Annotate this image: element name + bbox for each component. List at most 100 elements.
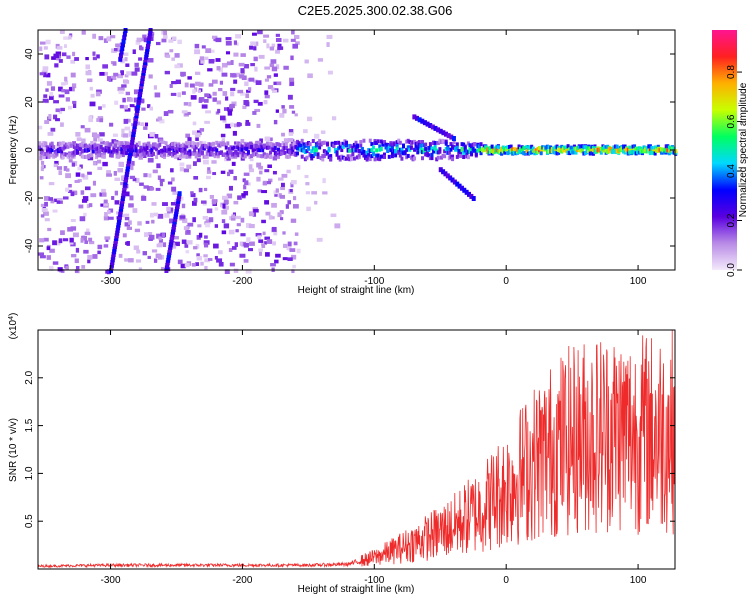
spectrogram-cell xyxy=(55,148,59,153)
spectrogram-cell xyxy=(153,212,159,217)
spectrogram-cell xyxy=(235,72,240,77)
spectrogram-cell xyxy=(148,58,154,63)
spectrogram-cell xyxy=(108,208,114,213)
spectrogram-cell xyxy=(558,147,562,152)
spectrogram-cell xyxy=(142,151,146,156)
spectrogram-cell xyxy=(300,148,304,153)
spectrogram-cell xyxy=(340,154,344,159)
spectrogram-cell xyxy=(75,143,79,148)
spectrogram-cell xyxy=(270,263,276,267)
spectrogram-cell xyxy=(226,61,231,66)
spectrogram-cell xyxy=(352,148,356,153)
spectrogram-cell xyxy=(113,144,117,149)
spectrogram-cell xyxy=(444,131,449,137)
spectrogram-cell xyxy=(208,83,214,87)
spectrogram-cell xyxy=(273,190,278,195)
spectrogram-cell xyxy=(354,146,358,151)
spectrogram-cell xyxy=(169,218,175,224)
spectrogram-cell xyxy=(527,151,531,156)
spectrogram-cell xyxy=(258,239,264,243)
spectrogram-cell xyxy=(313,152,317,157)
spectrogram-cell xyxy=(42,152,46,157)
spectrogram-cell xyxy=(87,147,91,152)
y-tick-label: -20 xyxy=(24,190,35,205)
spectrogram-cell xyxy=(281,145,285,150)
x-tick-label: -200 xyxy=(232,276,252,287)
spectrogram-cell xyxy=(190,95,197,100)
spectrogram-cell xyxy=(425,121,430,127)
spectrogram-cell xyxy=(274,148,280,153)
spectrogram-cell xyxy=(413,139,417,144)
spectrogram-cell xyxy=(39,255,46,259)
spectrogram-cell xyxy=(124,258,130,262)
spectrogram-cell xyxy=(167,148,171,153)
spectrogram-cell xyxy=(240,68,245,74)
spectrogram-cell xyxy=(133,97,138,103)
spectrogram-cell xyxy=(362,138,366,143)
spectrogram-cell xyxy=(178,155,182,160)
spectrogram-cell xyxy=(420,118,425,124)
spectrogram-cell xyxy=(88,115,93,120)
spectrogram-cell xyxy=(550,149,554,154)
spectrogram-cell xyxy=(373,157,377,162)
spectrogram-cell xyxy=(194,43,200,49)
spectrogram-cell xyxy=(75,131,81,137)
spectrogram-cell xyxy=(226,141,230,146)
y-tick-label: 40 xyxy=(24,48,35,60)
spectrogram-cell xyxy=(419,143,423,148)
spectrogram-cell xyxy=(289,189,293,193)
spectrogram-cell xyxy=(52,209,58,213)
spectrogram-cell xyxy=(171,224,176,230)
spectrogram-cell xyxy=(80,142,84,147)
spectrogram-cell xyxy=(232,145,236,150)
spectrogram-cell xyxy=(175,144,179,149)
spectrogram-cell xyxy=(142,68,147,73)
spectrogram-cell xyxy=(210,151,214,156)
spectrogram-cell xyxy=(105,269,111,274)
spectrogram-cell xyxy=(125,143,129,148)
spectrogram-cell xyxy=(446,146,450,151)
spectrogram-cell xyxy=(83,143,87,148)
spectrogram-cell xyxy=(88,203,93,208)
spectrogram-cell xyxy=(379,154,383,159)
spectrogram-cell xyxy=(235,229,239,233)
spectrogram-cell xyxy=(297,143,301,148)
spectrogram-cell xyxy=(226,150,230,155)
spectrogram-cell xyxy=(340,148,344,153)
spectrogram-cell xyxy=(53,100,59,104)
spectrogram-cell xyxy=(283,146,287,151)
spectrogram-cell xyxy=(397,150,401,155)
spectrogram-cell xyxy=(79,147,83,152)
spectrogram-cell xyxy=(243,64,249,69)
spectrogram-cell xyxy=(293,35,300,40)
spectrogram-cell xyxy=(318,145,322,150)
spectrogram-cell xyxy=(457,149,461,154)
spectrogram-cell xyxy=(572,144,576,149)
spectrogram-cell xyxy=(294,232,299,236)
spectrogram-cell xyxy=(276,154,280,159)
spectrogram-cell xyxy=(109,262,114,268)
spectrogram-cell xyxy=(245,119,250,124)
spectrogram-cell xyxy=(132,208,138,213)
spectrogram-cell xyxy=(197,89,202,93)
spectrogram-cell xyxy=(201,104,208,109)
spectrogram-cell xyxy=(127,153,132,159)
spectrogram-cell xyxy=(271,226,277,232)
spectrogram-cell xyxy=(223,205,229,210)
spectrogram-cell xyxy=(582,151,586,156)
spectrogram-cell xyxy=(113,238,118,244)
spectrogram-cell xyxy=(214,255,218,260)
spectrogram-cell xyxy=(220,170,226,174)
spectrogram-cell xyxy=(243,259,249,263)
spectrogram-cell xyxy=(144,122,149,127)
spectrogram-cell xyxy=(213,37,217,42)
spectrogram-cell xyxy=(467,191,472,197)
spectrogram-cell xyxy=(500,146,504,151)
spectrogram-cell xyxy=(292,152,296,157)
spectrogram-cell xyxy=(240,233,246,237)
spectrogram-cell xyxy=(674,149,678,154)
spectrogram-cell xyxy=(170,232,175,238)
spectrogram-cell xyxy=(580,146,584,151)
colorbar-tick-label: 0.0 xyxy=(726,263,737,277)
spectrogram-cell xyxy=(59,200,63,204)
